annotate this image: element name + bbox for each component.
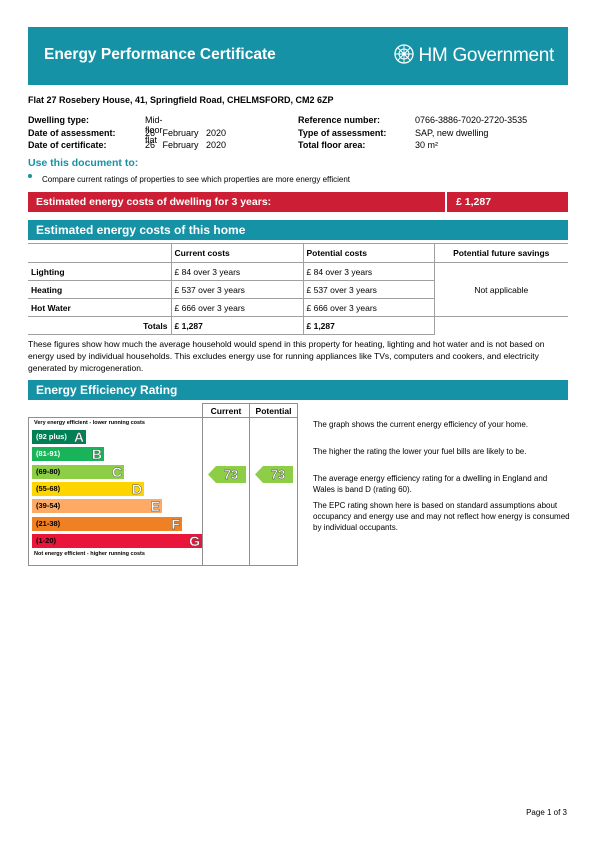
- costs-section-title: Estimated energy costs of this home: [36, 223, 246, 237]
- floor-area-value: 30 m²: [415, 140, 439, 150]
- bottom-label: Not energy efficient - higher running co…: [34, 551, 145, 557]
- property-address: Flat 27 Rosebery House, 41, Springfield …: [28, 95, 334, 105]
- band-range: (39-54): [36, 501, 61, 511]
- reference-label: Reference number:: [298, 115, 381, 125]
- row-label: Lighting: [28, 262, 172, 281]
- bullet-icon: [28, 174, 32, 178]
- assessment-date-label: Date of assessment:: [28, 127, 116, 138]
- efficiency-paragraph: The higher the rating the lower your fue…: [313, 447, 527, 456]
- certificate-date-value: 26 February 2020: [145, 140, 227, 150]
- potential-column: [249, 403, 298, 566]
- efficiency-section-title: Energy Efficiency Rating: [36, 383, 178, 397]
- band-letter: B: [91, 446, 103, 463]
- efficiency-paragraph: The average energy efficiency rating for…: [313, 474, 548, 494]
- dwelling-type-label: Dwelling type:: [28, 115, 90, 125]
- rating-band-f: (21-38) F: [32, 515, 182, 532]
- costs-note: These figures show how much the average …: [28, 339, 545, 373]
- table-row: Heating £ 537 over 3 years £ 537 over 3 …: [28, 280, 568, 299]
- current-header: Current: [210, 406, 242, 416]
- costs-section-header: Estimated energy costs of this home: [28, 220, 568, 240]
- current-rating-value: 73: [223, 467, 239, 482]
- rating-band-e: (39-54) E: [32, 498, 162, 515]
- band-range: (55-68): [36, 483, 61, 493]
- band-letter: G: [189, 532, 200, 549]
- use-document-bullet: Compare current ratings of properties to…: [42, 175, 351, 184]
- rating-band-d: (55-68) D: [32, 480, 144, 497]
- potential-cost: £ 84 over 3 years: [302, 262, 435, 281]
- reference-value: 0766-3886-7020-2720-3535: [415, 115, 528, 125]
- divider: [445, 192, 447, 212]
- crest-icon: [393, 43, 415, 70]
- potential-header: Potential: [255, 406, 292, 416]
- table-header: Potential future savings: [433, 243, 568, 263]
- band-letter: A: [73, 429, 85, 445]
- band-range: (69-80): [36, 466, 61, 476]
- estimated-cost-value: £ 1,287: [456, 196, 492, 208]
- page-number: Page 1 of 3: [526, 808, 567, 817]
- current-cost: £ 84 over 3 years: [170, 262, 304, 281]
- rating-band-a: (92 plus) A: [32, 429, 86, 445]
- table-row: Lighting £ 84 over 3 years £ 84 over 3 y…: [28, 262, 568, 317]
- rating-band-c: (69-80) C: [32, 463, 124, 480]
- page-header: Energy Performance Certificate HM Govern…: [28, 27, 568, 85]
- potential-rating-arrow: [255, 466, 293, 483]
- table-header: Potential costs: [302, 243, 435, 263]
- certificate-date-label: Date of certificate:: [28, 140, 107, 150]
- use-document-title: Use this document to:: [28, 157, 139, 169]
- empty-cell: [434, 317, 568, 335]
- hm-government-logo: HM Government: [393, 43, 554, 69]
- row-label: Heating: [28, 280, 172, 299]
- totals-label: Totals: [28, 316, 172, 335]
- potential-cost: £ 666 over 3 years: [302, 298, 434, 317]
- table-header: [28, 243, 172, 263]
- band-range: (1-20): [36, 535, 57, 545]
- assessment-type-label: Type of assessment:: [298, 127, 387, 138]
- total-current: £ 1,287: [170, 316, 304, 335]
- band-letter: C: [111, 463, 123, 480]
- potential-cost: £ 537 over 3 years: [302, 280, 434, 299]
- current-cost: £ 537 over 3 years: [170, 280, 304, 299]
- row-label: Hot Water: [28, 298, 172, 317]
- efficiency-section-header: Energy Efficiency Rating: [28, 380, 568, 400]
- costs-table: Current costs Potential costs Potential …: [28, 243, 568, 335]
- band-range: (92 plus): [36, 432, 67, 441]
- estimated-cost-label: Estimated energy costs of dwelling for 3…: [36, 196, 272, 208]
- efficiency-paragraph: The graph shows the current energy effic…: [313, 420, 529, 429]
- rating-band-b: (81-91) B: [32, 446, 104, 463]
- assessment-type-value: SAP, new dwelling: [415, 127, 489, 138]
- band-range: (81-91): [36, 449, 61, 459]
- efficiency-paragraph: The EPC rating shown here is based on st…: [313, 501, 570, 532]
- current-rating-arrow: [208, 466, 246, 483]
- page-title: Energy Performance Certificate: [44, 46, 276, 63]
- band-letter: D: [131, 480, 143, 497]
- logo-text: HM Government: [418, 45, 555, 66]
- top-label: Very energy efficient - lower running co…: [34, 420, 145, 426]
- info-left: Dwelling type: Mid-floor flat Date of as…: [28, 115, 226, 153]
- band-letter: F: [171, 515, 180, 532]
- current-cost: £ 666 over 3 years: [170, 298, 304, 317]
- totals-row: Totals £ 1,287 £ 1,287: [28, 316, 568, 335]
- assessment-date-value: 26 February 2020: [145, 127, 227, 138]
- band-range: (21-38): [36, 518, 61, 528]
- potential-rating-value: 73: [270, 467, 286, 482]
- floor-area-label: Total floor area:: [298, 140, 366, 150]
- current-column: [202, 403, 250, 566]
- table-header: Current costs: [170, 243, 304, 263]
- dwelling-type-value: Mid-floor flat: [145, 115, 163, 145]
- info-right: Reference number: 0766-3886-7020-2720-35…: [298, 115, 568, 153]
- table-header-row: Current costs Potential costs Potential …: [28, 243, 568, 263]
- band-letter: E: [150, 498, 160, 515]
- total-potential: £ 1,287: [302, 316, 435, 335]
- estimated-cost-bar: Estimated energy costs of dwelling for 3…: [28, 192, 568, 212]
- potential-savings: Not applicable: [433, 262, 568, 317]
- efficiency-chart: Current Potential Very energy efficient …: [28, 403, 298, 566]
- rating-band-g: (1-20) G: [32, 532, 202, 549]
